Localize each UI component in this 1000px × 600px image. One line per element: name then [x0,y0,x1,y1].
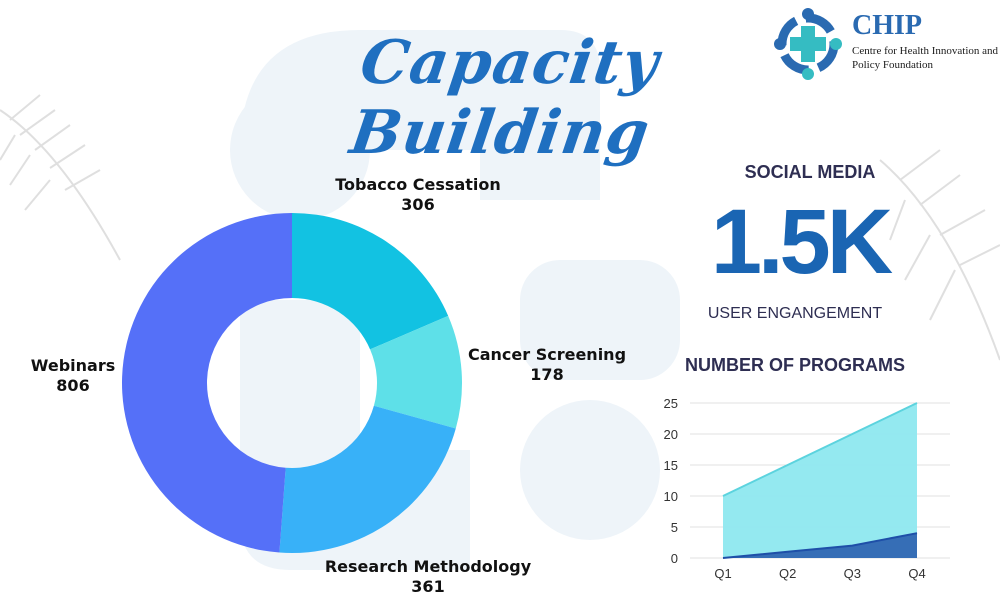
programs-area-chart: 0 5 10 15 20 25 Q1 Q2 Q3 Q4 [664,396,950,581]
label-cancer-value: 178 [530,365,564,384]
chip-logo: CHIP Centre for Health Innovation and Po… [768,4,998,84]
label-tobacco-cessation: Tobacco Cessation 306 [318,175,518,215]
x-tick-label: Q3 [844,566,861,581]
slice-research-methodology [279,405,456,553]
area-series-secondary-line [722,532,918,559]
donut-chart [121,213,462,553]
label-webinars-value: 806 [56,376,90,395]
y-tick-label: 0 [671,551,678,566]
slice-tobacco-cessation [292,213,449,350]
logo-name: CHIP [852,10,922,41]
area-series-total-line [722,402,918,497]
slice-webinars [121,213,292,553]
label-research-methodology: Research Methodology 361 [308,557,548,597]
area-series-secondary [723,533,917,558]
y-tick-label: 5 [671,520,678,535]
y-tick-label: 15 [664,458,678,473]
x-tick-label: Q2 [779,566,796,581]
label-tobacco-name: Tobacco Cessation [335,175,501,194]
y-tick-label: 25 [664,396,678,411]
y-tick-label: 10 [664,489,678,504]
slice-cancer-screening [370,315,462,429]
label-webinars: Webinars 806 [18,356,128,396]
logo-full-name: Centre for Health Innovation and Policy … [852,45,999,71]
page-title: Capacity Building [346,28,664,168]
label-tobacco-value: 306 [401,195,435,214]
label-webinars-name: Webinars [30,356,116,375]
label-research-value: 361 [411,577,445,596]
label-research-name: Research Methodology [324,557,532,576]
engagement-caption: USER ENGANGEMENT [707,305,883,322]
label-cancer-name: Cancer Screening [467,345,627,364]
programs-chart-title: NUMBER OF PROGRAMS [685,355,905,375]
engagement-value: 1.5K [710,191,893,293]
x-tick-label: Q4 [908,566,925,581]
social-media-heading: SOCIAL MEDIA [744,162,876,182]
x-tick-label: Q1 [714,566,731,581]
label-cancer-screening: Cancer Screening 178 [462,345,632,385]
area-series-total [723,403,917,558]
chip-logo-icon [774,8,842,80]
y-tick-label: 20 [664,427,678,442]
